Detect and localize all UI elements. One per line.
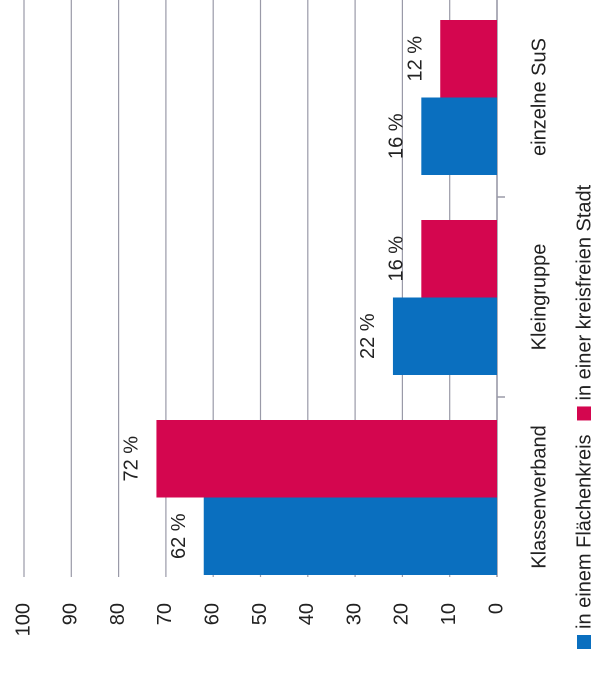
- data-label: 62 %: [168, 513, 190, 559]
- y-tick-label: 60: [201, 603, 223, 625]
- data-label: 16 %: [386, 113, 408, 159]
- bar: [203, 497, 498, 575]
- x-tick-label: einzelne SuS: [528, 38, 550, 156]
- y-tick-label: 40: [296, 603, 318, 625]
- x-tick-label: Kleingruppe: [528, 244, 550, 351]
- y-tick-label: 30: [343, 603, 365, 625]
- y-tick-label: 10: [438, 603, 460, 625]
- legend-swatch: [577, 635, 591, 649]
- data-label: 72 %: [121, 436, 143, 482]
- legend-swatch: [577, 406, 591, 421]
- y-tick-label: 50: [249, 603, 271, 625]
- legend-label: in einem Flächenkreis: [573, 434, 594, 629]
- bar: [421, 97, 498, 175]
- bar: [440, 20, 497, 98]
- rotated-plot: 0 10 20 30 40 50 60 70 80 90 100 Klassenverband Klei…: [12, 0, 594, 649]
- data-label: 16 %: [386, 236, 408, 282]
- bar: [392, 297, 497, 375]
- data-label: 12 %: [405, 36, 427, 82]
- data-label: 22 %: [357, 313, 379, 359]
- y-tick-label: 20: [391, 603, 413, 625]
- bar: [156, 420, 497, 498]
- x-tick-label: Klassenverband: [528, 425, 550, 568]
- y-tick-label: 100: [12, 603, 34, 636]
- legend-label: in einer kreisfreien Stadt: [573, 184, 594, 400]
- y-tick-label: 0: [485, 603, 507, 614]
- y-tick-label: 90: [60, 603, 82, 625]
- y-tick-label: 80: [107, 603, 129, 625]
- bar: [421, 220, 498, 298]
- y-tick-label: 70: [154, 603, 176, 625]
